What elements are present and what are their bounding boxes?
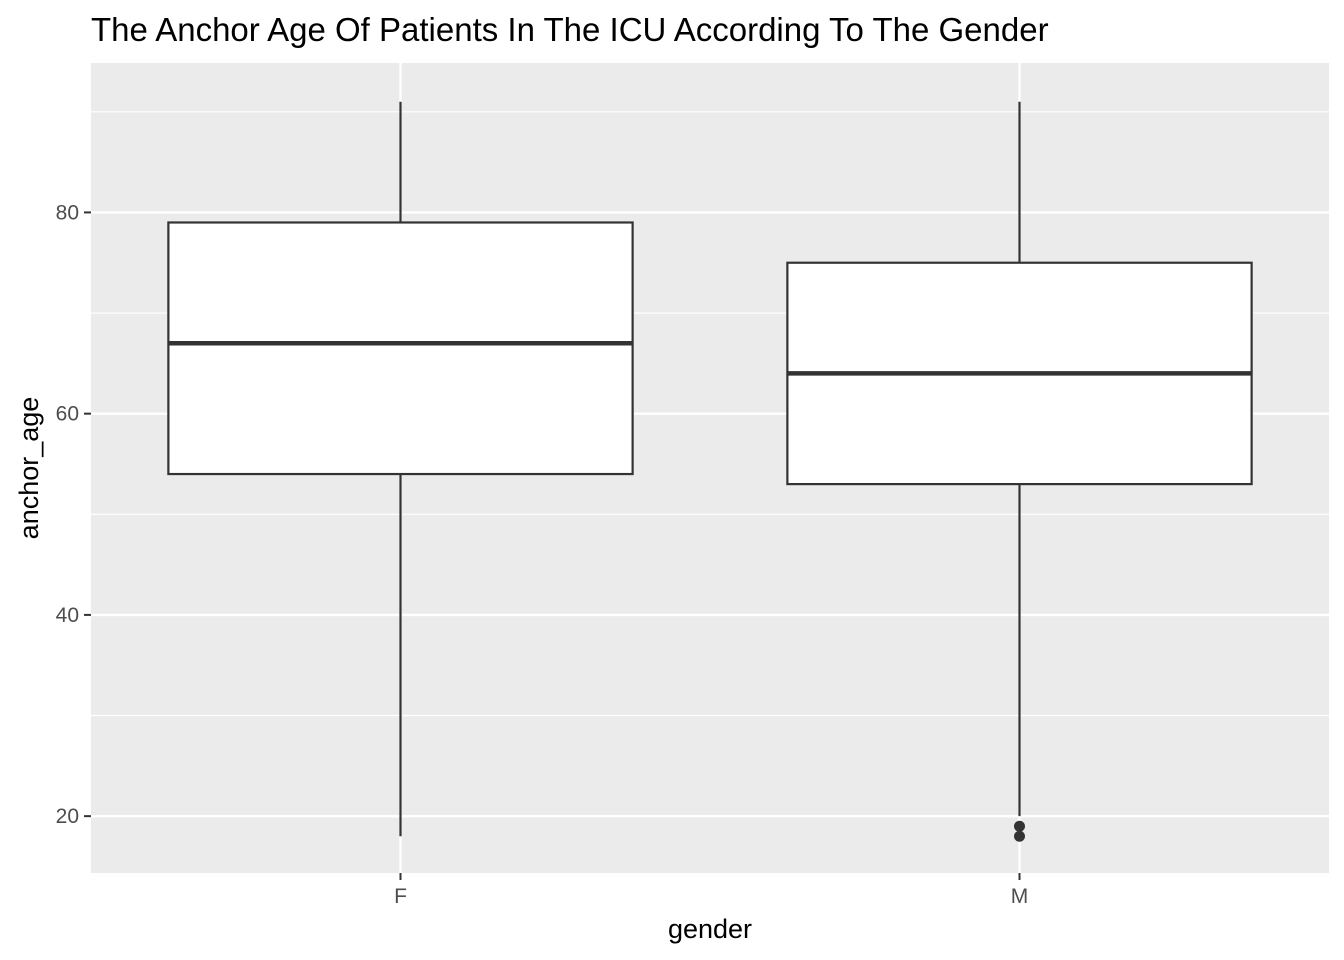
- boxes: [167, 101, 1253, 842]
- y-axis-title: anchor_age: [14, 397, 44, 540]
- chart-title: The Anchor Age Of Patients In The ICU Ac…: [91, 11, 1049, 48]
- outlier-m-18: [1014, 830, 1025, 842]
- x-tick-label-M: M: [1011, 885, 1029, 908]
- y-tick-label-20: 20: [56, 805, 79, 828]
- y-tick-label-60: 60: [56, 403, 79, 426]
- y-tick-label-40: 40: [56, 604, 79, 627]
- outlier-m-19: [1014, 820, 1025, 832]
- box-f: [167, 221, 634, 476]
- y-tick-label-80: 80: [56, 201, 79, 224]
- x-tick-label-F: F: [394, 885, 407, 908]
- axes: 20 40 60 80 F M: [56, 201, 1029, 908]
- x-axis-title: gender: [668, 914, 752, 944]
